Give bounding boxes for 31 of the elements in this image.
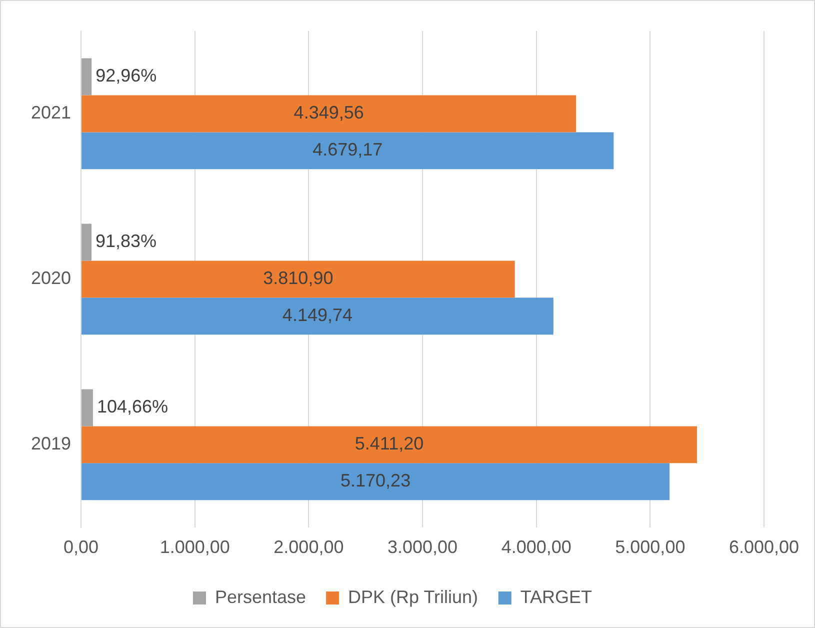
x-tick-label: 2.000,00 (274, 537, 344, 558)
data-label: 5.411,20 (354, 434, 424, 454)
bar (82, 426, 697, 464)
x-tick-label: 3.000,00 (387, 537, 458, 558)
bar (82, 224, 92, 261)
x-tick-label: 1.000,00 (160, 537, 230, 558)
y-tick-label: 2021 (30, 102, 72, 123)
x-tick-label: 0,00 (64, 537, 99, 558)
data-label: 5.170,23 (340, 470, 411, 491)
data-label: 4.349,56 (294, 102, 364, 123)
bar (82, 298, 554, 335)
legend-label: TARGET (520, 586, 592, 607)
x-tick-label: 6.000,00 (728, 537, 800, 558)
bar (82, 132, 614, 170)
bar (82, 389, 93, 426)
data-label: 4.679,17 (312, 140, 383, 160)
bar (82, 463, 670, 500)
bar (82, 260, 515, 298)
y-tick-label: 2020 (30, 268, 72, 288)
bar (82, 58, 92, 96)
data-label: 91,83% (95, 231, 157, 252)
x-tick-label: 5.000,00 (615, 537, 686, 558)
bar (82, 95, 576, 132)
data-label: 4.149,74 (282, 305, 353, 326)
y-tick-label: 2019 (30, 434, 72, 454)
x-tick-label: 4.000,00 (501, 537, 572, 558)
legend-label: Persentase (214, 586, 306, 607)
data-label: 104,66% (96, 396, 168, 417)
legend-label: DPK (Rp Triliun) (348, 586, 478, 607)
data-label: 92,96% (96, 66, 157, 86)
data-label: 3.810,90 (263, 268, 334, 288)
